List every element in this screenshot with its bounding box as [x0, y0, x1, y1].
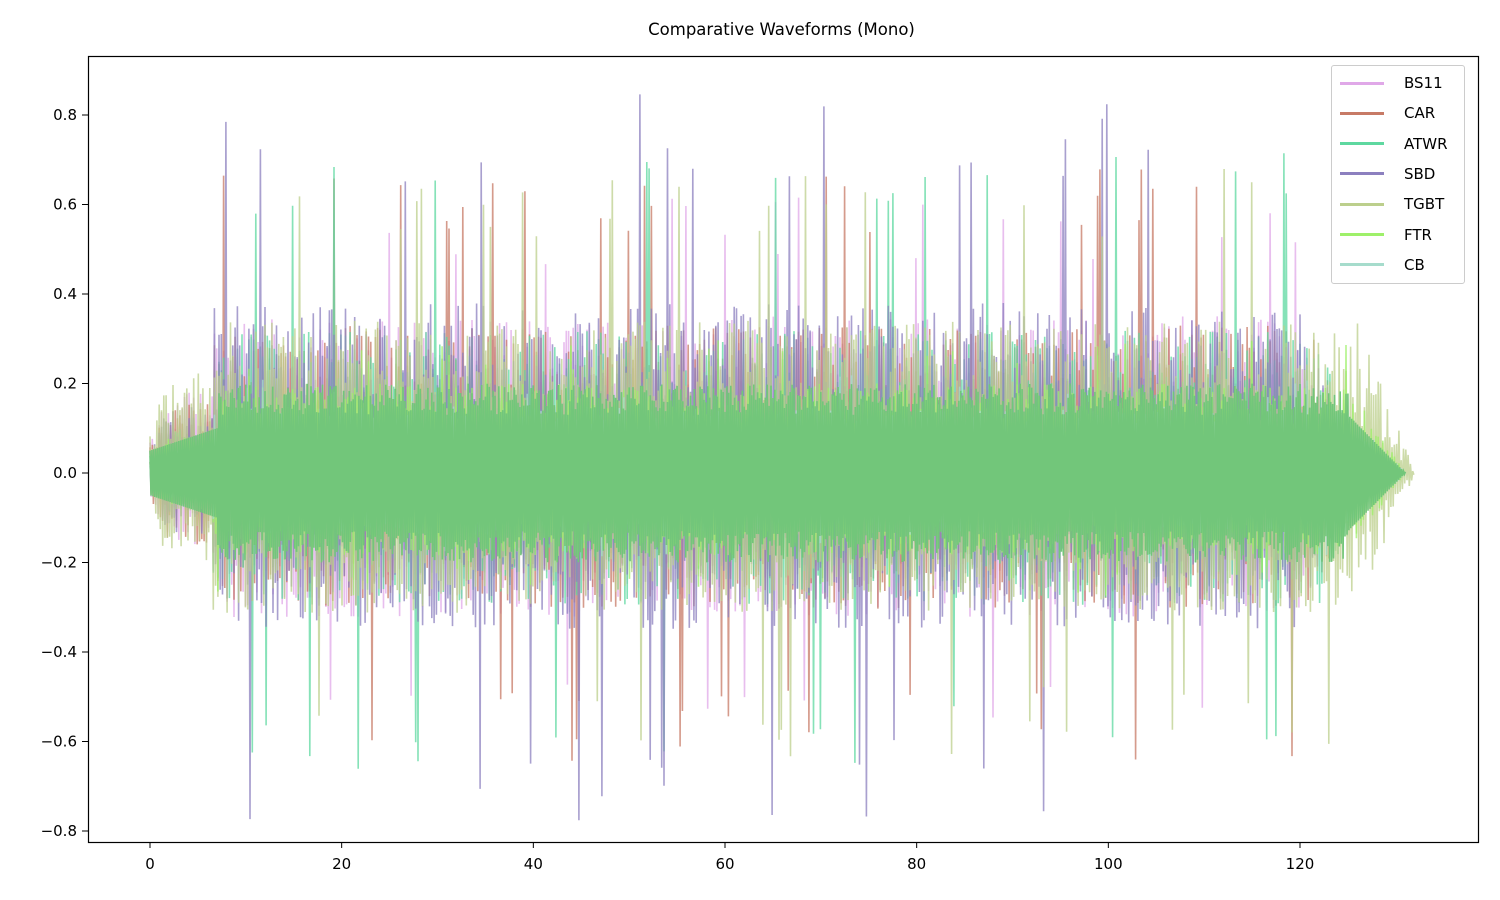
x-tick-label: 20 — [332, 855, 351, 873]
legend-label: ATWR — [1404, 134, 1448, 153]
y-tick-label: 0.2 — [53, 375, 77, 393]
legend-item-atwr: ATWR — [1340, 134, 1448, 154]
y-tick-label: −0.4 — [41, 643, 77, 661]
legend: BS11 CAR ATWR SBD TGBT FTR CB — [1331, 65, 1465, 284]
waveform-core-overlap — [149, 383, 1407, 563]
legend-item-car: CAR — [1340, 103, 1435, 123]
legend-item-sbd: SBD — [1340, 164, 1435, 184]
x-tick-label: 120 — [1286, 855, 1315, 873]
legend-swatch — [1340, 263, 1384, 267]
legend-item-tgbt: TGBT — [1340, 194, 1444, 214]
axes-frame — [87, 55, 1480, 844]
chart-title: Comparative Waveforms (Mono) — [648, 20, 915, 39]
x-tick-label: 40 — [524, 855, 543, 873]
legend-swatch — [1340, 81, 1384, 85]
legend-item-ftr: FTR — [1340, 225, 1432, 245]
x-tick-label: 60 — [715, 855, 734, 873]
legend-item-bs11: BS11 — [1340, 73, 1443, 93]
legend-swatch — [1340, 233, 1384, 236]
y-tick-label: 0.8 — [53, 106, 77, 124]
legend-label: SBD — [1404, 164, 1436, 183]
waveform-layer — [149, 94, 1415, 821]
legend-label: CAR — [1404, 104, 1436, 123]
y-tick-label: 0.6 — [53, 196, 77, 214]
y-tick-label: 0.4 — [53, 285, 77, 303]
legend-swatch — [1340, 111, 1384, 115]
y-tick-label: −0.2 — [41, 554, 77, 572]
legend-label: FTR — [1404, 225, 1432, 244]
x-tick-label: 100 — [1094, 855, 1123, 873]
legend-label: BS11 — [1404, 74, 1443, 92]
legend-swatch — [1340, 172, 1384, 176]
y-tick-label: −0.8 — [41, 822, 77, 840]
y-tick-label: 0.0 — [53, 464, 77, 482]
y-tick-label: −0.6 — [41, 733, 77, 751]
legend-label: CB — [1404, 255, 1425, 274]
x-tick-label: 0 — [145, 855, 155, 873]
x-axis: 0 20 40 60 80 100 120 — [145, 842, 1314, 873]
legend-label: TGBT — [1404, 195, 1445, 214]
legend-swatch — [1340, 142, 1384, 146]
legend-swatch — [1340, 202, 1384, 206]
y-axis: −0.8 −0.6 −0.4 −0.2 0.0 0.2 0.4 0.6 0.8 — [41, 106, 88, 840]
x-tick-label: 80 — [907, 855, 926, 873]
legend-item-cb: CB — [1340, 255, 1425, 275]
